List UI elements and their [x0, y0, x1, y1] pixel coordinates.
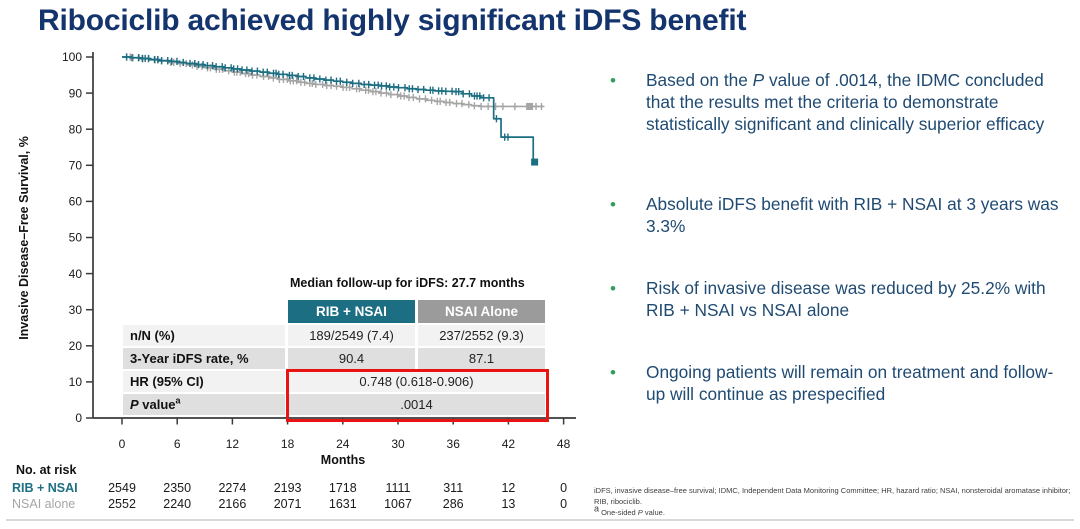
at-risk-count: 1631: [328, 496, 357, 511]
svg-text:0: 0: [119, 437, 126, 451]
svg-text:80: 80: [69, 122, 83, 136]
key-points-list: • Based on the P value of .0014, the IDMC…: [604, 70, 1072, 406]
bullet-text: Risk of invasive disease was reduced by …: [646, 277, 1046, 320]
footnote: iDFS, invasive disease–free survival; ID…: [594, 486, 1072, 519]
svg-text:42: 42: [502, 437, 516, 451]
at-risk-count: 286: [442, 496, 464, 511]
table-row-label: P valuea: [123, 394, 285, 415]
table-row-value: 189/2549 (7.4): [288, 325, 415, 346]
at-risk-row-label: RIB + NSAI: [12, 481, 78, 495]
bullet-text: Absolute iDFS benefit with RIB + NSAI at…: [646, 193, 1059, 236]
svg-text:36: 36: [447, 437, 461, 451]
table-row-value: .0014: [288, 394, 545, 415]
bullet-marker: •: [610, 194, 616, 214]
bullet-item: • Ongoing patients will remain on treatme…: [604, 362, 1072, 406]
bullet-text: Ongoing patients will remain on treatmen…: [646, 361, 1054, 404]
footnote-abbreviations: iDFS, invasive disease–free survival; ID…: [594, 486, 1071, 506]
table-col-header: NSAI Alone: [418, 300, 545, 323]
bullet-text: Based on the P value of .0014, the IDMC …: [646, 70, 1045, 134]
bullet-marker: •: [610, 278, 616, 298]
kaplan-meier-plot: 0 10 20 30 40 50 60 70 80 90 100 0 6 12 18 24 30 36 42 48 In…: [17, 50, 576, 451]
x-axis-title: Months: [320, 453, 366, 467]
at-risk-row-label: NSAI alone: [12, 496, 76, 511]
at-risk-count: 2552: [108, 496, 136, 511]
table-row-label: n/N (%): [123, 325, 285, 346]
svg-text:18: 18: [281, 437, 295, 451]
svg-text:60: 60: [69, 195, 83, 209]
km-series-rib-nsai: [122, 53, 539, 166]
bullet-marker: •: [610, 362, 616, 382]
at-risk-count: 311: [443, 481, 464, 495]
svg-text:70: 70: [69, 159, 83, 173]
svg-text:90: 90: [69, 86, 83, 100]
table-row-value: 0.748 (0.618-0.906): [288, 371, 545, 392]
at-risk-count: 1067: [384, 496, 412, 511]
bottom-divider-line: [6, 519, 1074, 521]
summary-table: RIB + NSAI NSAI Alone n/N (%) 189/2549 (7.4…: [123, 300, 545, 415]
table-row-label: 3-Year iDFS rate, %: [123, 348, 285, 369]
table-col-header: RIB + NSAI: [288, 300, 415, 323]
at-risk-count: 12: [501, 481, 516, 495]
at-risk-count: 0: [560, 481, 568, 495]
svg-text:6: 6: [174, 437, 181, 451]
at-risk-count: 2549: [108, 481, 136, 495]
at-risk-count: 2071: [273, 496, 302, 511]
y-axis-title: Invasive Disease–Free Survival, %: [17, 136, 31, 340]
table-row-value: 90.4: [288, 348, 415, 369]
at-risk-count: 1111: [385, 481, 411, 495]
table-row-value: 237/2552 (9.3): [418, 325, 545, 346]
end-marker: [531, 158, 539, 166]
page-title: Ribociclib achieved highly significant i…: [38, 4, 747, 37]
at-risk-heading: No. at risk: [16, 463, 77, 477]
at-risk-count: 2240: [163, 496, 192, 511]
svg-text:30: 30: [391, 437, 405, 451]
svg-text:20: 20: [69, 339, 83, 353]
svg-text:100: 100: [62, 50, 82, 64]
at-risk-count: 0: [560, 496, 568, 511]
km-series-nsai-alone: [122, 53, 545, 111]
svg-text:30: 30: [69, 303, 83, 317]
svg-text:50: 50: [69, 231, 83, 245]
at-risk-count: 2350: [163, 481, 192, 495]
footnote-pvalue-note: a One-sided P value.: [594, 503, 665, 517]
highlight-red-box: [286, 369, 549, 422]
table-row-label: HR (95% CI): [123, 371, 285, 392]
table-row-value: 87.1: [418, 348, 545, 369]
at-risk-count: 13: [501, 496, 516, 511]
bullet-item: • Based on the P value of .0014, the IDMC…: [604, 70, 1072, 136]
end-marker: [526, 102, 534, 110]
svg-text:48: 48: [557, 437, 571, 451]
bullet-marker: •: [610, 71, 616, 90]
at-risk-count: 1718: [328, 481, 357, 495]
at-risk-count: 2166: [218, 496, 247, 511]
median-followup-caption: Median follow-up for iDFS: 27.7 months: [290, 276, 525, 290]
table-corner-spacer: [123, 300, 285, 323]
bullet-item: • Risk of invasive disease was reduced by…: [604, 278, 1072, 322]
svg-text:12: 12: [226, 437, 240, 451]
svg-text:0: 0: [75, 411, 82, 425]
bullet-item: • Absolute iDFS benefit with RIB + NSAI a…: [604, 194, 1072, 238]
svg-text:24: 24: [336, 437, 350, 451]
at-risk-count: 2274: [218, 481, 247, 495]
at-risk-count: 2193: [273, 481, 302, 495]
svg-text:40: 40: [69, 267, 83, 281]
svg-text:10: 10: [69, 375, 83, 389]
